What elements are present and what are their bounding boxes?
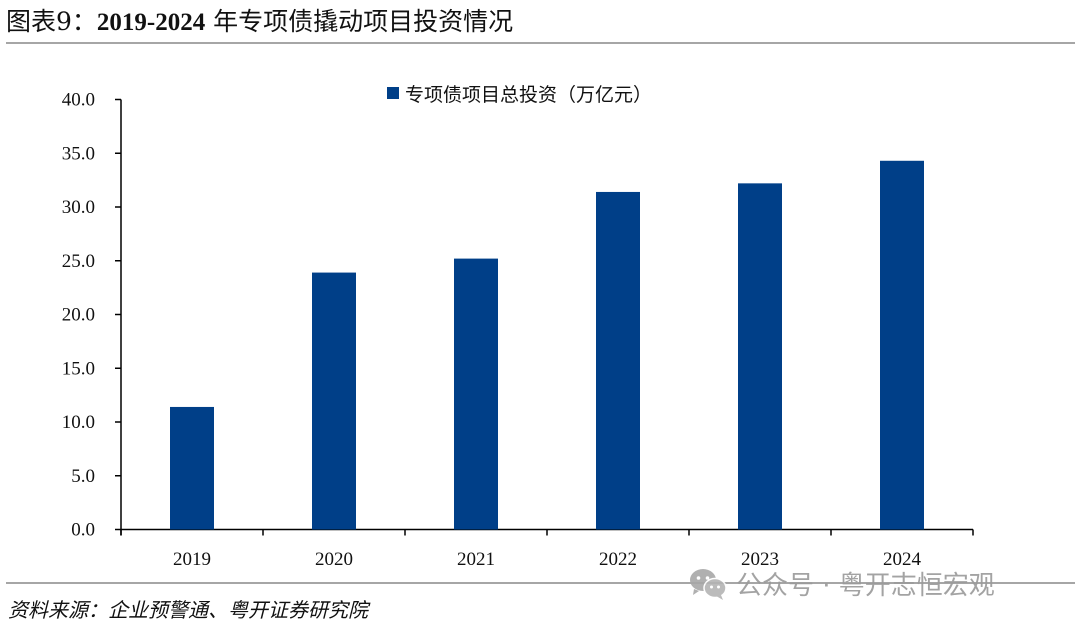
bar-2022: [596, 191, 640, 530]
bar-2023: [738, 183, 782, 530]
x-tick-label: 2022: [599, 549, 637, 570]
y-tick-label: 20.0: [62, 305, 95, 326]
bars: [170, 160, 924, 530]
legend: 专项债项目总投资（万亿元）: [387, 82, 653, 106]
y-tick-label: 40.0: [62, 90, 95, 111]
legend-label: 专项债项目总投资（万亿元）: [405, 83, 653, 106]
y-axis: 0.0 5.0 10.0 15.0 20.0 25.0 30.0 35.0 40.0: [62, 90, 122, 541]
legend-swatch: [387, 87, 399, 99]
bar-2021: [454, 258, 498, 530]
x-tick-label: 2021: [457, 549, 495, 570]
watermark: 公众号 · 粤开志恒宏观: [688, 565, 995, 602]
bar-2024: [880, 160, 924, 530]
figure-label: 图表9：: [6, 7, 97, 36]
bar-2020: [312, 272, 356, 530]
y-tick-label: 10.0: [62, 412, 95, 433]
chart-title: 图表9：2019-2024 年专项债撬动项目投资情况: [6, 6, 513, 39]
bar-2019: [170, 406, 214, 530]
y-tick-label: 0.0: [71, 520, 95, 541]
y-tick-label: 5.0: [71, 466, 95, 487]
x-tick-label: 2024: [883, 549, 922, 570]
footer-divider: [6, 582, 1075, 584]
x-tick-label: 2020: [315, 549, 353, 570]
x-tick-label: 2023: [741, 549, 779, 570]
x-axis: 2019 2020 2021 2022 2023 2024: [120, 528, 974, 570]
title-years: 2019-2024: [96, 9, 206, 36]
source-note: 资料来源：企业预警通、粤开证券研究院: [8, 598, 368, 622]
wechat-icon: [690, 568, 727, 600]
x-tick-label: 2019: [173, 549, 211, 570]
title-text: 年专项债撬动项目投资情况: [205, 7, 514, 36]
title-divider: [6, 42, 1075, 44]
y-tick-label: 25.0: [62, 251, 95, 272]
y-tick-label: 35.0: [62, 143, 95, 164]
watermark-text: 公众号 · 粤开志恒宏观: [736, 571, 995, 601]
y-tick-label: 30.0: [62, 197, 95, 218]
y-tick-label: 15.0: [62, 358, 95, 379]
